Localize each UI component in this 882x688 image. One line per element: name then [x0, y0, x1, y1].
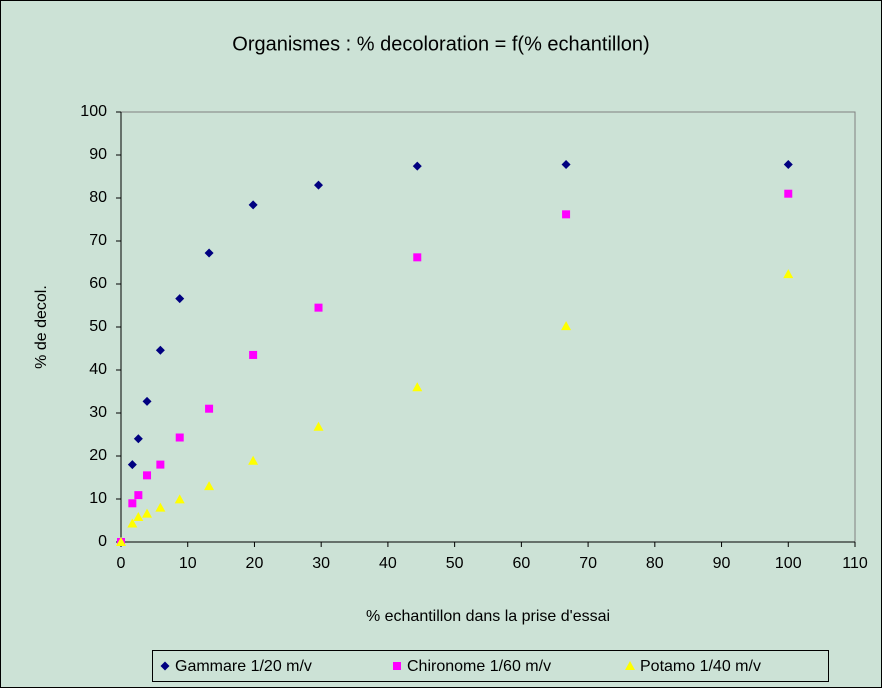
data-point	[175, 294, 185, 304]
data-point	[412, 382, 423, 392]
data-point	[413, 253, 422, 262]
data-point	[412, 161, 422, 171]
data-point	[784, 189, 793, 198]
x-tick-label: 60	[512, 555, 530, 572]
data-point	[134, 491, 143, 500]
legend-marker	[160, 661, 170, 671]
data-point	[783, 159, 793, 169]
x-tick-label: 90	[713, 555, 731, 572]
legend-marker	[393, 662, 401, 670]
legend-marker	[625, 661, 635, 670]
x-tick-label: 20	[246, 555, 264, 572]
x-tick-label: 70	[579, 555, 597, 572]
data-point	[314, 180, 324, 190]
data-point	[142, 396, 152, 406]
data-point	[561, 321, 572, 331]
x-tick-label: 100	[775, 555, 802, 572]
data-point	[204, 481, 215, 491]
data-point	[249, 350, 258, 359]
data-point	[156, 460, 165, 469]
x-tick-label: 40	[379, 555, 397, 572]
data-point	[314, 303, 323, 312]
y-tick-label: 30	[89, 404, 107, 421]
x-tick-label: 30	[312, 555, 330, 572]
x-tick-label: 80	[646, 555, 664, 572]
data-point	[248, 200, 258, 210]
data-point	[155, 345, 165, 355]
legend-label: Potamo 1/40 m/v	[640, 658, 761, 675]
x-tick-label: 110	[842, 555, 868, 572]
data-point	[155, 502, 166, 512]
data-point	[561, 159, 571, 169]
y-tick-label: 90	[89, 146, 107, 163]
x-tick-label: 10	[179, 555, 197, 572]
data-point	[204, 248, 214, 258]
y-tick-label: 20	[89, 447, 107, 464]
y-tick-label: 100	[80, 103, 107, 120]
data-point	[248, 455, 259, 465]
data-point	[116, 537, 126, 546]
data-point	[142, 508, 153, 518]
legend	[152, 650, 829, 682]
data-point	[127, 460, 137, 470]
data-point	[133, 434, 143, 444]
y-axis-label: % de decol.	[33, 285, 50, 369]
y-tick-label: 80	[89, 189, 107, 206]
legend-label: Chironome 1/60 m/v	[407, 658, 551, 675]
data-point	[313, 421, 324, 431]
x-tick-label: 0	[117, 555, 126, 572]
data-point	[143, 471, 152, 480]
chart-title: Organismes : % decoloration = f(% echant…	[232, 33, 649, 55]
y-tick-label: 70	[89, 232, 107, 249]
data-point	[127, 518, 138, 528]
y-tick-label: 40	[89, 361, 107, 378]
data-point	[128, 499, 137, 508]
y-tick-label: 50	[89, 318, 107, 335]
data-point	[562, 210, 571, 219]
y-tick-label: 10	[89, 490, 107, 507]
plot-area	[120, 111, 856, 543]
data-point	[175, 433, 184, 442]
legend-label: Gammare 1/20 m/v	[175, 658, 312, 675]
data-point	[174, 494, 185, 504]
x-axis-label: % echantillon dans la prise d'essai	[366, 608, 610, 625]
data-point	[783, 269, 794, 279]
y-tick-label: 0	[98, 533, 107, 550]
data-point	[205, 404, 214, 413]
x-tick-label: 50	[446, 555, 464, 572]
y-tick-label: 60	[89, 275, 107, 292]
data-point	[133, 512, 144, 522]
